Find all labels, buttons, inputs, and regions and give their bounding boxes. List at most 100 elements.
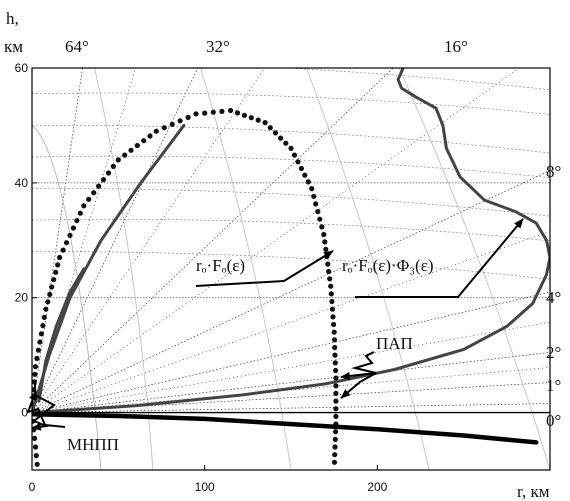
arrow-ro-fo	[195, 250, 334, 287]
annotation-mnpp: МНПП	[67, 435, 119, 454]
angle-ray-9	[32, 68, 266, 413]
angle-ray-10	[32, 68, 521, 413]
series-dot-0	[37, 339, 43, 345]
series-dot-0	[305, 179, 311, 185]
series-dot-0	[315, 209, 321, 215]
series-line-1	[32, 123, 186, 415]
data-series	[32, 68, 550, 484]
series-dot-0	[333, 383, 339, 389]
series-dot-0	[202, 110, 208, 116]
angle-ray-12	[32, 321, 550, 413]
series-dot-0	[325, 261, 331, 267]
series-dot-0	[329, 298, 335, 305]
series-dot-0	[219, 108, 225, 114]
series-dot-0	[309, 186, 315, 192]
series-dot-0	[333, 367, 339, 374]
series-dot-0	[60, 247, 66, 253]
series-dot-0	[267, 125, 273, 131]
range-arc-5	[32, 92, 550, 115]
series-dot-0	[333, 406, 339, 412]
angle-ray-4	[32, 291, 550, 413]
series-dot-0	[332, 360, 338, 366]
series-dot-0	[332, 452, 338, 458]
series-dot-0	[45, 299, 51, 305]
series-dot-0	[161, 125, 167, 131]
annotation-ro-fo: rₒ·Fₒ(ε)	[196, 256, 245, 275]
angle-ray-2	[32, 68, 394, 413]
series-dot-0	[67, 232, 73, 238]
annotation-pap: ПАП	[376, 334, 413, 353]
angle-grid	[32, 68, 550, 470]
series-dot-0	[41, 314, 47, 320]
series-dot-0	[329, 306, 335, 312]
series-dot-0	[327, 276, 333, 282]
arrow-pap-lower	[340, 372, 377, 399]
series-dot-0	[234, 110, 241, 116]
plot-frame	[31, 67, 551, 471]
annotation-ro-fo-phi: rₒ·Fₒ(ε)·Φ₃(ε)	[342, 256, 434, 275]
series-dot-0	[283, 140, 289, 146]
arrow-ro-fo-phi	[355, 218, 524, 298]
series-dot-0	[105, 170, 112, 176]
series-dot-0	[332, 352, 338, 358]
series-dot-0	[323, 246, 329, 252]
series-dot-0	[32, 435, 38, 441]
angle-ray-5	[32, 352, 550, 413]
series-dot-0	[321, 231, 327, 238]
series-dot-0	[298, 165, 304, 172]
right-angle-label-4: 0°	[546, 411, 561, 430]
series-dot-0	[141, 138, 147, 144]
series-dot-0	[153, 128, 159, 134]
series-dot-0	[40, 323, 46, 329]
series-dot-0	[302, 172, 308, 178]
series-dot-0	[333, 429, 339, 435]
arrow-pap-upper	[340, 351, 377, 380]
series-dot-0	[34, 355, 40, 361]
top-angle-label-1: 32°	[206, 37, 230, 56]
series-dot-0	[47, 291, 53, 297]
series-dot-0	[331, 321, 337, 328]
series-dot-0	[49, 284, 55, 290]
series-dot-0	[77, 210, 83, 216]
series-dot-0	[331, 337, 338, 343]
angle-ray-6	[32, 382, 550, 413]
series-dot-0	[330, 314, 336, 320]
angle-ray-1	[32, 68, 199, 413]
series-dot-0	[91, 190, 97, 196]
annotation-arrows	[26, 218, 524, 431]
series-dot-0	[319, 224, 325, 230]
series-dot-0	[36, 479, 41, 484]
angle-ray-7	[32, 403, 550, 413]
range-arc-1	[32, 218, 550, 242]
series-dot-0	[333, 398, 339, 404]
series-dot-0	[288, 145, 294, 151]
series-dot-0	[311, 193, 317, 199]
series-dot-0	[248, 115, 254, 121]
series-dot-0	[278, 135, 284, 141]
y-tick-label-3: 60	[15, 61, 29, 75]
series-dot-0	[86, 196, 92, 202]
x-tick-label-2: 200	[367, 480, 387, 494]
range-arc-6	[279, 68, 550, 91]
series-dot-0	[333, 390, 339, 396]
series-dot-0	[331, 459, 338, 465]
series-dot-0	[332, 344, 338, 351]
range-circle-0	[94, 68, 154, 470]
series-dot-0	[193, 111, 199, 117]
angle-ray-13	[32, 367, 550, 413]
series-dot-0	[35, 347, 42, 353]
range-arc-2	[32, 188, 550, 217]
series-dot-0	[96, 183, 102, 189]
series-dot-0	[57, 254, 63, 261]
series-line-4	[32, 412, 539, 445]
series-dot-0	[55, 262, 61, 268]
series-dot-0	[81, 203, 87, 209]
y-axis-label-line1: h,	[6, 9, 19, 28]
series-dot-0	[317, 216, 323, 222]
range-arc-0	[32, 251, 550, 280]
range-arc-3	[32, 155, 550, 178]
arrow-mnpp-b	[26, 390, 66, 428]
series-dot-0	[63, 240, 70, 246]
y-tick-label-0: 0	[21, 406, 28, 420]
series-dot-0	[53, 269, 59, 275]
